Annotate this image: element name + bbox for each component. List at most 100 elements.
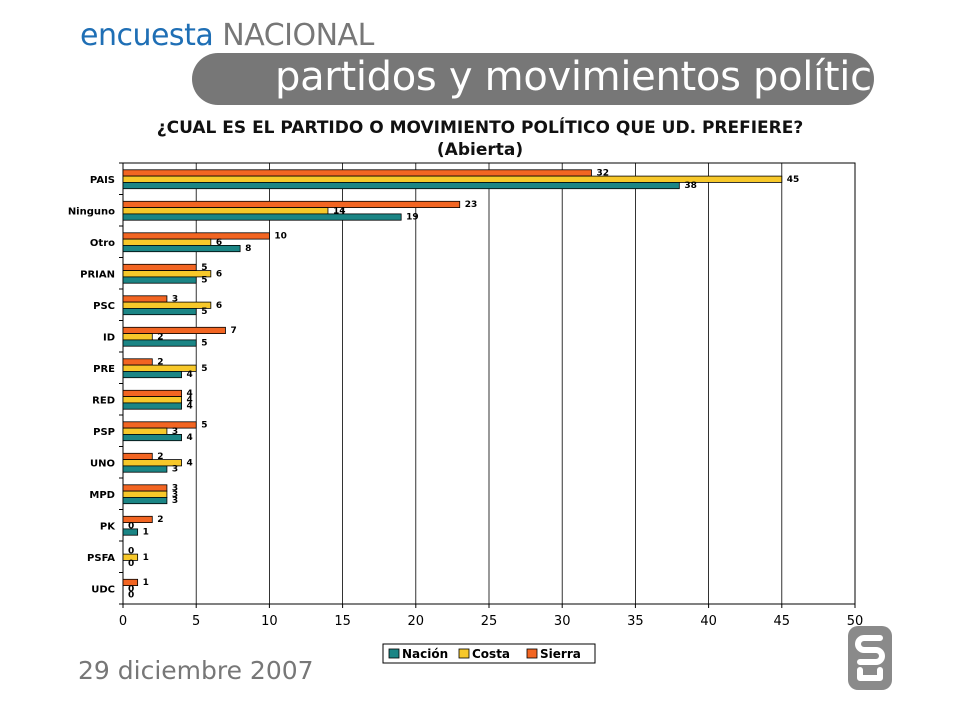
brand-word-nacional: NACIONAL bbox=[222, 18, 374, 53]
data-label: 0 bbox=[128, 547, 134, 557]
data-label: 0 bbox=[128, 591, 134, 601]
bar-sierra bbox=[122, 515, 153, 523]
bar-nacion bbox=[122, 213, 402, 221]
x-tick-label: 20 bbox=[408, 614, 425, 629]
bar-sierra bbox=[122, 484, 168, 492]
y-category-label: PRIAN bbox=[80, 269, 115, 280]
question-line-1: ¿CUAL ES EL PARTIDO O MOVIMIENTO POLÍTIC… bbox=[156, 118, 804, 138]
bar-sierra bbox=[122, 326, 226, 334]
data-label: 6 bbox=[216, 269, 222, 279]
legend-label: Nación bbox=[402, 647, 448, 661]
x-tick-label: 35 bbox=[627, 614, 644, 629]
bar-nacion bbox=[122, 244, 241, 253]
x-tick-label: 40 bbox=[700, 614, 717, 629]
x-tick-label: 15 bbox=[334, 614, 351, 629]
data-label: 3 bbox=[172, 484, 178, 494]
y-category-label: ID bbox=[103, 332, 115, 343]
brand-logo-text: encuesta NACIONAL bbox=[80, 18, 374, 53]
bar-nacion bbox=[122, 181, 680, 190]
y-category-label: MPD bbox=[89, 490, 115, 501]
bar-sierra bbox=[122, 200, 461, 209]
data-label: 2 bbox=[157, 515, 163, 525]
data-label: 5 bbox=[201, 339, 207, 349]
bar-nacion bbox=[122, 276, 197, 284]
data-label: 5 bbox=[201, 276, 207, 286]
data-label: 1 bbox=[143, 578, 149, 588]
bar-costa bbox=[122, 301, 212, 309]
y-category-label: UNO bbox=[90, 458, 115, 469]
data-label: 2 bbox=[157, 332, 163, 342]
bar-costa bbox=[122, 553, 139, 561]
footer-date: 29 diciembre 2007 bbox=[78, 656, 314, 685]
data-label: 3 bbox=[172, 496, 178, 506]
y-category-label: PSC bbox=[93, 301, 115, 312]
page-title: partidos y movimientos políticos bbox=[275, 54, 917, 100]
x-tick-label: 5 bbox=[192, 614, 200, 629]
data-label: 5 bbox=[201, 263, 207, 273]
legend-box bbox=[382, 643, 596, 664]
data-label: 3 bbox=[172, 427, 178, 437]
data-label: 5 bbox=[201, 364, 207, 374]
y-category-label: PSFA bbox=[87, 553, 115, 564]
x-tick-label: 45 bbox=[774, 614, 791, 629]
data-label: 14 bbox=[333, 206, 346, 216]
bar-sierra bbox=[122, 358, 153, 366]
bar-sierra bbox=[122, 389, 182, 397]
data-label: 3 bbox=[172, 490, 178, 500]
bar-costa bbox=[122, 270, 212, 278]
brand-word-encuesta: encuesta bbox=[80, 18, 214, 53]
data-label: 6 bbox=[216, 301, 222, 311]
bar-sierra bbox=[122, 169, 592, 177]
bar-costa bbox=[122, 333, 153, 341]
bar-nacion bbox=[122, 496, 168, 505]
bar-sierra bbox=[122, 452, 153, 460]
data-label: 4 bbox=[187, 458, 193, 468]
y-category-label: PK bbox=[100, 521, 116, 532]
y-category-label: PSP bbox=[93, 427, 115, 438]
bar-sierra bbox=[122, 421, 197, 429]
bar-nacion bbox=[122, 465, 168, 473]
data-label: 19 bbox=[406, 213, 419, 223]
data-label: 4 bbox=[187, 389, 193, 399]
bar-costa bbox=[122, 396, 182, 404]
x-tick-label: 25 bbox=[481, 614, 498, 629]
bar-nacion bbox=[122, 433, 182, 442]
bar-sierra bbox=[122, 295, 168, 303]
data-label: 4 bbox=[187, 370, 193, 380]
data-label: 3 bbox=[172, 295, 178, 305]
bar-sierra bbox=[122, 578, 139, 586]
bar-costa bbox=[122, 427, 168, 435]
bar-nacion bbox=[122, 307, 197, 316]
bar-costa bbox=[122, 175, 783, 183]
data-label: 2 bbox=[157, 452, 163, 462]
y-category-label: PAIS bbox=[90, 175, 115, 186]
data-label: 7 bbox=[230, 326, 236, 336]
y-category-label: Otro bbox=[90, 238, 115, 249]
bar-sierra bbox=[122, 232, 270, 240]
bar-costa bbox=[122, 207, 329, 215]
bar-nacion bbox=[122, 339, 197, 347]
x-tick-label: 30 bbox=[554, 614, 571, 629]
bar-nacion bbox=[122, 528, 139, 536]
data-label: 23 bbox=[465, 200, 478, 210]
data-label: 1 bbox=[143, 553, 149, 563]
data-label: 0 bbox=[128, 584, 134, 594]
legend-swatch bbox=[388, 648, 400, 659]
bar-costa bbox=[122, 364, 197, 372]
data-label: 8 bbox=[245, 244, 251, 254]
bar-costa bbox=[122, 490, 168, 498]
x-tick-label: 50 bbox=[847, 614, 864, 629]
legend-label: Sierra bbox=[540, 647, 581, 661]
bar-nacion bbox=[122, 402, 182, 410]
y-category-label: UDC bbox=[91, 584, 115, 595]
data-label: 10 bbox=[274, 232, 287, 242]
legend-swatch bbox=[526, 648, 538, 659]
y-category-label: RED bbox=[92, 395, 115, 406]
data-label: 38 bbox=[684, 181, 697, 191]
bar-nacion bbox=[122, 370, 182, 379]
data-label: 32 bbox=[596, 169, 609, 179]
data-label: 4 bbox=[187, 402, 193, 412]
data-label: 1 bbox=[143, 528, 149, 538]
data-label: 4 bbox=[187, 395, 193, 405]
x-tick-label: 0 bbox=[119, 614, 127, 629]
